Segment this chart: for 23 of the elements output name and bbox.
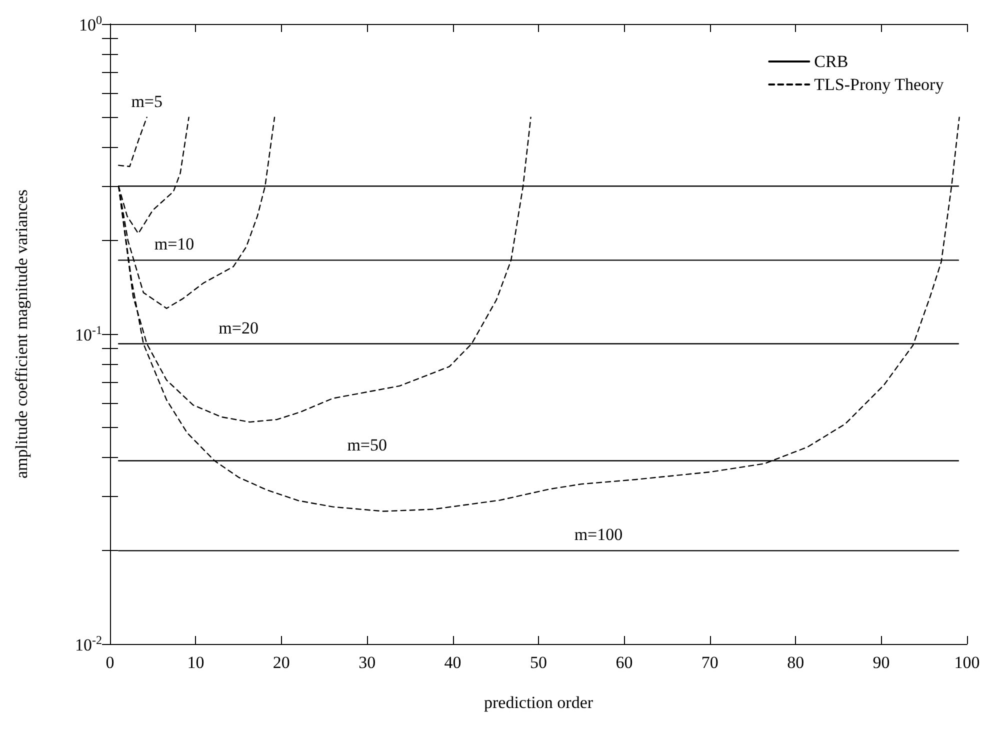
- x-tick-label: 40: [444, 653, 462, 672]
- x-tick-label: 70: [701, 653, 718, 672]
- annotation: m=20: [218, 318, 258, 338]
- x-axis-title: prediction order: [484, 693, 594, 712]
- annotation: m=100: [574, 525, 623, 544]
- annotation: m=50: [347, 435, 388, 454]
- legend-label: CRB: [814, 52, 848, 71]
- legend-label: TLS-Prony Theory: [814, 75, 944, 94]
- x-tick-label: 80: [787, 653, 804, 672]
- y-axis-title: amplitude coefficient magnitude variances: [12, 189, 31, 479]
- x-tick-label: 50: [530, 653, 547, 672]
- y-tick-label: 10$^{-1}$: [75, 323, 102, 345]
- x-tick-label: 10: [187, 653, 204, 672]
- y-tick-label: 10$^{0}$: [79, 13, 102, 35]
- x-tick-label: 0: [106, 653, 114, 672]
- annotation: m=5: [131, 92, 163, 111]
- y-tick-label: 10$^{-2}$: [75, 633, 102, 655]
- x-tick-label: 20: [272, 653, 290, 672]
- x-tick-label: 60: [616, 653, 633, 672]
- x-tick-label: 30: [358, 653, 376, 672]
- x-tick-label: 90: [872, 653, 890, 672]
- x-tick-label: 100: [954, 653, 980, 672]
- annotation: m=10: [154, 234, 194, 254]
